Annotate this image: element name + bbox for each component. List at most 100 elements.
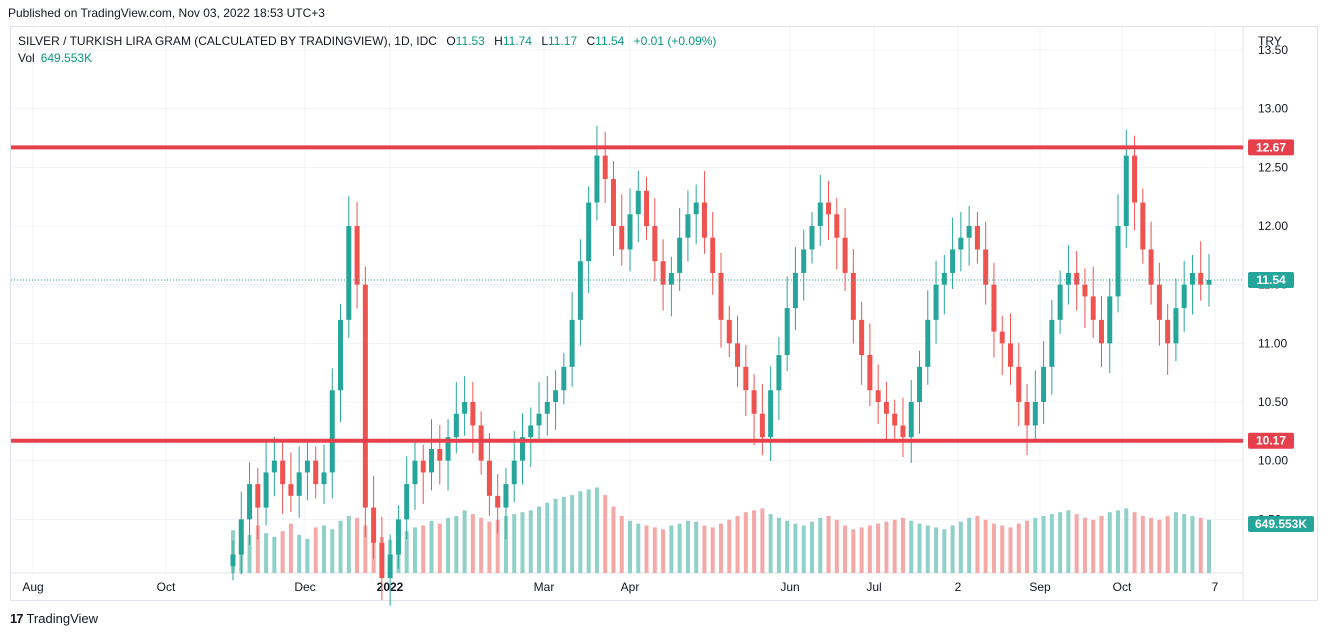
volume-bar <box>685 520 690 573</box>
y-tick-label: 12.50 <box>1258 160 1288 174</box>
tv-logo-icon: 17 <box>10 611 24 626</box>
volume-bar <box>867 525 872 573</box>
volume-bar <box>967 517 972 573</box>
volume-bar <box>321 525 326 573</box>
volume-bar <box>1198 517 1203 573</box>
volume-bar <box>934 527 939 573</box>
candle-body <box>859 319 865 356</box>
volume-bar <box>586 489 591 573</box>
candle-body <box>966 226 972 238</box>
volume-bar <box>297 535 302 573</box>
footer-brand[interactable]: 17 TradingView <box>10 611 98 626</box>
volume-bar <box>404 531 409 573</box>
candle-body <box>247 484 253 520</box>
volume-bar <box>958 521 963 573</box>
volume-bar <box>1025 520 1030 573</box>
volume-bar <box>1190 516 1195 573</box>
footer-brand-text: TradingView <box>26 611 99 626</box>
candle-body <box>635 190 641 215</box>
candle-body <box>296 472 302 496</box>
candle-body <box>941 272 947 285</box>
candle-body <box>826 202 832 215</box>
volume-bar <box>264 533 269 573</box>
volume-bar <box>1091 519 1096 573</box>
candle-body <box>462 402 468 414</box>
high-value: 11.74 <box>502 34 532 48</box>
candle-body <box>288 484 294 496</box>
candle-body <box>792 272 798 309</box>
candle-body <box>1123 155 1129 226</box>
volume-bar <box>1116 510 1121 573</box>
candle-body <box>429 448 435 473</box>
candle-body <box>313 460 319 485</box>
candle-body <box>917 366 923 402</box>
currency-label: TRY <box>1258 34 1282 48</box>
volume-bar <box>363 525 368 573</box>
candle-body <box>453 413 459 438</box>
candle-body <box>1007 343 1013 367</box>
candle-body <box>751 390 757 414</box>
candle-body <box>255 484 261 508</box>
volume-bar <box>892 519 897 573</box>
volume-bar <box>942 529 947 573</box>
volume-bar <box>520 512 525 573</box>
low-value: 11.17 <box>548 34 578 48</box>
volume-axis-label: 649.553K <box>1255 517 1307 531</box>
candle-body <box>379 542 385 578</box>
volume-bar <box>247 535 252 573</box>
candle-body <box>470 402 476 426</box>
volume-bar <box>793 523 798 573</box>
candle-body <box>958 237 964 250</box>
volume-bar <box>677 523 682 573</box>
candle-body <box>569 319 575 367</box>
candle-body <box>553 390 559 402</box>
candle-body <box>677 237 683 273</box>
x-tick-label: 7 <box>1212 580 1219 594</box>
volume-bar <box>1107 512 1112 573</box>
x-tick-label: Jul <box>866 580 881 594</box>
volume-bar <box>470 514 475 573</box>
volume-bar <box>925 525 930 573</box>
volume-bar <box>1182 514 1187 573</box>
candle-body <box>875 390 881 402</box>
volume-bar <box>330 529 335 573</box>
volume-bar <box>710 527 715 573</box>
close-value: 11.54 <box>595 34 625 48</box>
volume-bar <box>801 525 806 573</box>
volume-bar <box>429 520 434 573</box>
candle-body <box>1140 202 1146 250</box>
candle-body <box>478 425 484 461</box>
x-tick-label: Mar <box>534 580 555 594</box>
candle-body <box>1132 155 1138 203</box>
x-tick-label: Dec <box>294 580 315 594</box>
last-price-label: 11.54 <box>1256 273 1286 287</box>
candle-body <box>1024 402 1030 426</box>
volume-bar <box>1033 517 1038 573</box>
volume-bar <box>843 525 848 573</box>
candle-body <box>685 214 691 238</box>
volume-bar <box>313 527 318 573</box>
volume-bar <box>421 525 426 573</box>
candle-body <box>991 284 997 332</box>
candle-body <box>693 202 699 215</box>
volume-label: Vol <box>18 51 35 65</box>
candle-body <box>759 413 765 438</box>
level-label-box <box>1248 139 1294 156</box>
volume-bar <box>727 519 732 573</box>
chart-frame <box>10 26 1318 601</box>
y-tick-label: 13.00 <box>1258 102 1288 116</box>
volume-bar <box>1124 508 1129 573</box>
candle-body <box>486 460 492 496</box>
volume-bar <box>1082 517 1087 573</box>
volume-bar <box>1000 525 1005 573</box>
volume-bar <box>437 523 442 573</box>
volume-bar <box>1207 519 1211 573</box>
volume-bar <box>851 529 856 573</box>
candle-body <box>1107 296 1113 344</box>
volume-bar <box>545 502 550 573</box>
volume-bar <box>578 491 583 573</box>
volume-bar <box>975 516 980 573</box>
x-tick-label: Aug <box>22 580 43 594</box>
candle-body <box>619 226 625 250</box>
